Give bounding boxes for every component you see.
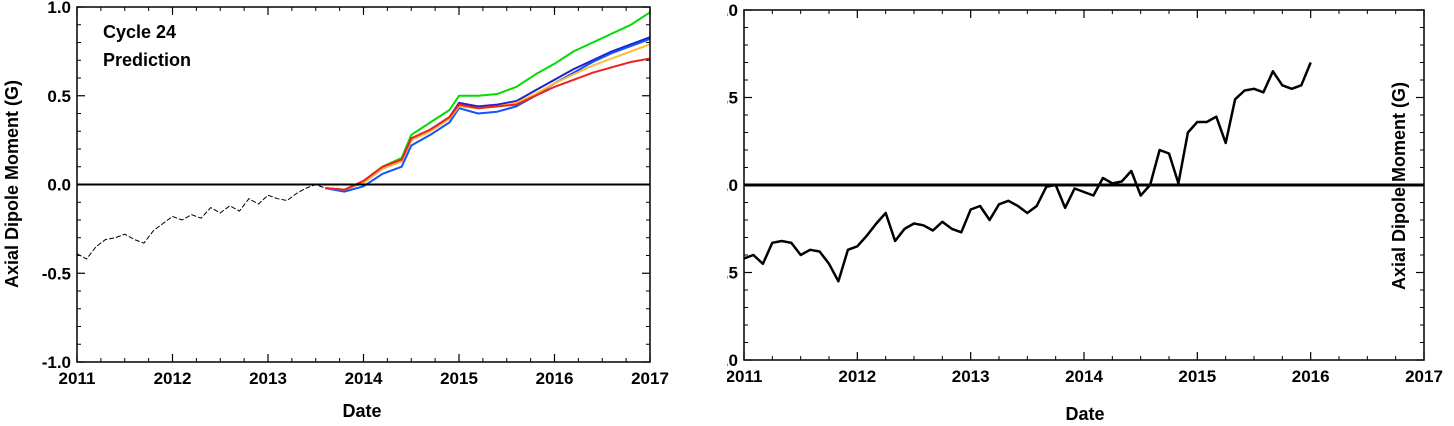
left-x-tick-label: 2017 [631,369,669,388]
right-y-ticks: -1.0 -0.5 0.0 0.5 1.0 [727,1,1424,370]
right-x-tick-label: 2011 [727,367,762,386]
left-y-tick-label: 0.0 [47,176,71,195]
left-chart: 2011 2012 2013 2014 2015 2016 2017 -1.0 -0.5 0.0… [2,0,669,421]
right-x-ticks: 2011 2012 2013 2014 2015 2016 2017 [727,10,1443,386]
left-series-line-2 [325,38,651,193]
left-y-axis-label: Axial Dipole Moment (G) [2,80,22,288]
right-x-tick-label: 2014 [1065,367,1103,386]
left-x-tick-label: 2014 [345,369,383,388]
right-y-tick-label: 0.0 [727,176,738,195]
right-y-axis-label: Axial Dipole Moment (G) [1389,82,1409,290]
left-series-line-4 [325,57,651,191]
left-y-tick-label: 1.0 [47,0,71,17]
right-x-tick-label: 2012 [838,367,876,386]
left-x-tick-label: 2016 [536,369,574,388]
left-x-tick-label: 2015 [440,369,478,388]
left-x-tick-label: 2013 [249,369,287,388]
right-y-tick-label: 1.0 [727,1,738,20]
right-series-group [743,62,1312,283]
right-chart: 2011 2012 2013 2014 2015 2016 2017 -1.0 -0.5 0.0… [727,1,1443,424]
right-x-tick-label: 2017 [1405,367,1443,386]
left-x-tick-label: 2011 [59,369,96,388]
left-x-ticks: 2011 2012 2013 2014 2015 2016 2017 [59,7,669,388]
left-x-tick-label: 2012 [154,369,192,388]
right-y-tick-label: -0.5 [727,264,738,283]
left-y-tick-label: -0.5 [42,264,71,283]
left-series-line-0 [325,11,651,191]
left-annotation-line-2: Prediction [103,50,191,70]
left-y-ticks: -1.0 -0.5 0.0 0.5 1.0 [42,0,650,372]
left-y-tick-label: -1.0 [42,353,71,372]
right-series-line-0 [743,62,1312,283]
left-x-axis-label: Date [342,401,381,421]
left-series-line-3 [325,43,651,191]
left-y-tick-label: 0.5 [47,87,71,106]
right-x-tick-label: 2015 [1178,367,1216,386]
right-x-axis-label: Date [1065,404,1104,424]
right-y-tick-label: 0.5 [727,89,738,108]
right-x-tick-label: 2016 [1292,367,1330,386]
left-series-group [76,11,651,260]
left-annotation-line-1: Cycle 24 [103,22,176,42]
right-x-tick-label: 2013 [952,367,990,386]
left-observed-line [76,183,326,260]
right-y-tick-label: -1.0 [727,351,738,370]
